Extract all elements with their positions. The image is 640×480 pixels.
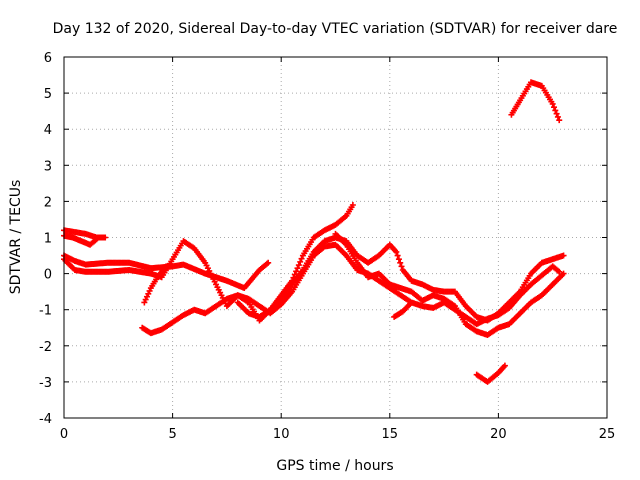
data-point [295,262,302,269]
x-tick-label: 5 [168,427,176,442]
data-point [93,236,100,243]
data-point [553,110,560,117]
y-tick-label: 3 [44,159,52,174]
data-point [395,256,402,263]
data-marks [61,79,567,385]
y-tick-label: 2 [44,195,52,210]
y-tick-label: 5 [44,87,52,102]
data-point [163,263,170,270]
y-tick-label: 4 [44,123,52,138]
data-point [349,202,356,209]
data-point [265,259,272,266]
chart-title: Day 132 of 2020, Sidereal Day-to-day VTE… [53,21,618,37]
data-point [560,252,567,259]
series-track-h [332,230,567,338]
data-point [298,255,305,262]
data-point [394,252,401,259]
series-track-c [61,252,272,292]
y-tick-label: -4 [39,412,52,427]
y-tick-label: 6 [44,51,52,66]
data-point [398,263,405,270]
data-point [552,107,559,114]
data-point [397,259,404,266]
data-point [293,268,300,275]
x-axis-label: GPS time / hours [276,458,393,474]
y-tick-label: 1 [44,232,52,247]
series-track-e [141,263,170,306]
y-tick-label: -2 [39,340,52,355]
data-point [551,104,558,111]
series-track-i [391,299,415,320]
data-point [393,248,400,255]
data-point [297,258,304,265]
grid-lines [64,57,607,418]
y-axis-label: SDTVAR / TECUs [8,180,24,295]
y-tick-label: -1 [39,304,52,319]
data-point [501,362,508,369]
data-point [549,100,556,107]
data-point [554,113,561,120]
plot-frame [63,56,608,419]
data-point [294,265,301,272]
series-track-k [508,79,563,124]
data-point [556,117,563,124]
data-point [556,268,563,275]
series-track-d [61,202,356,324]
data-point [560,270,567,277]
x-tick-label: 10 [273,427,290,442]
y-tick-label: -3 [39,376,52,391]
x-tick-label: 20 [490,427,507,442]
data-point [102,234,109,241]
data-point [408,299,415,306]
x-tick-label: 15 [382,427,399,442]
y-tick-label: 0 [44,268,52,283]
series-track-j [473,362,508,385]
x-tick-label: 25 [599,427,616,442]
x-tick-label: 0 [60,427,68,442]
